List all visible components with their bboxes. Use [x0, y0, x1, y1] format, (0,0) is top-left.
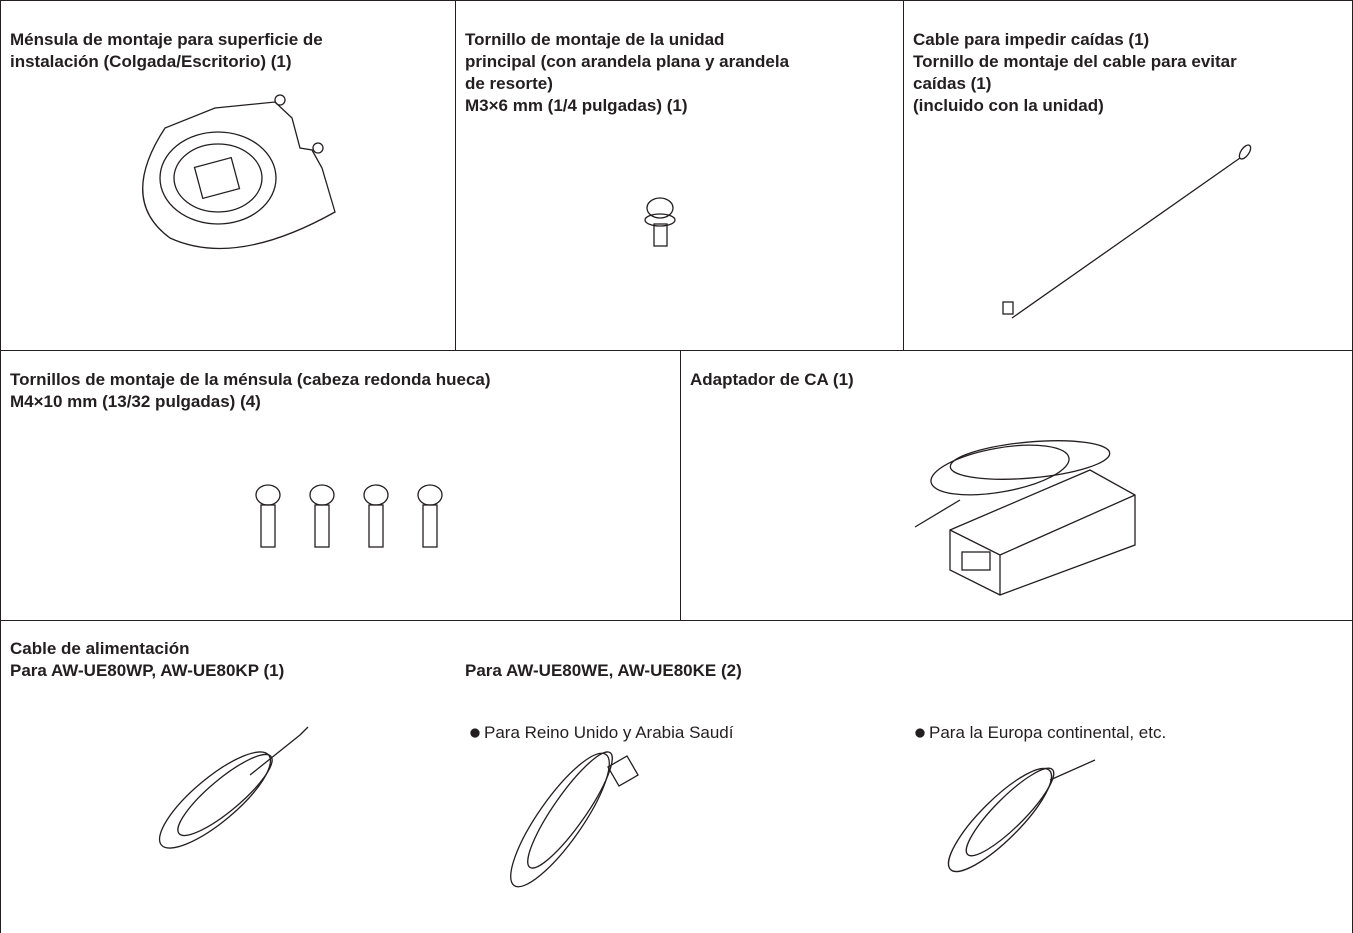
screw-shank [653, 223, 668, 247]
adapter-edge [949, 494, 1136, 595]
screw-illustration [644, 197, 676, 247]
bullet [915, 728, 925, 738]
option-label: Para Reino Unido y Arabia Saudí [484, 723, 734, 742]
bracket-screws-illustration [255, 484, 443, 548]
cord-loop [949, 440, 1111, 480]
adapter-body [949, 469, 1136, 596]
cell-heading: Tornillos de montaje de la ménsula (cabe… [10, 370, 491, 389]
cell-heading: (incluido con la unidad) [913, 96, 1104, 115]
cell-heading: Para AW-UE80WP, AW-UE80KP (1) [10, 661, 285, 680]
cell-heading: Adaptador de CA (1) [690, 370, 854, 389]
cable-loop [1238, 144, 1252, 160]
cell-heading: Para AW-UE80WE, AW-UE80KE (2) [465, 661, 742, 680]
cable [1011, 157, 1241, 319]
cell-heading: Tornillo de montaje de la unidad [465, 30, 725, 49]
cell-heading: Cable para impedir caídas (1) [913, 30, 1150, 49]
bracket-ring [159, 131, 277, 225]
bracket-ring [173, 143, 263, 213]
power-cord-illustration [158, 726, 1096, 888]
cell-heading: principal (con arandela plana y arandela [465, 52, 790, 71]
cell-heading: caídas (1) [913, 74, 992, 93]
border [680, 350, 681, 620]
cell-heading: de resorte) [465, 74, 553, 93]
cell-heading: Tornillo de montaje del cable para evita… [913, 52, 1237, 71]
cord-loop [930, 444, 1070, 496]
cell-heading: Cable de alimentación [10, 639, 190, 658]
border [0, 0, 1353, 1]
cell-heading: M4×10 mm (13/32 pulgadas) (4) [10, 392, 261, 411]
border [0, 620, 1353, 621]
cell-heading: M3×6 mm (1/4 pulgadas) (1) [465, 96, 688, 115]
adapter-socket [961, 551, 991, 571]
border [0, 0, 1, 933]
border [0, 350, 1353, 351]
bracket-hole [312, 142, 324, 154]
cord-plug [914, 499, 961, 528]
cell-heading: Ménsula de montaje para superficie de [10, 30, 323, 49]
screw-head [646, 197, 674, 219]
cable-clip [1002, 301, 1014, 315]
ac-adapter-illustration [914, 440, 1136, 596]
bracket-center [193, 156, 241, 200]
option-label: Para la Europa continental, etc. [929, 723, 1167, 742]
border [903, 0, 904, 350]
safety-cable-illustration [1002, 144, 1252, 319]
border [455, 0, 456, 350]
cell-heading: instalación (Colgada/Escritorio) (1) [10, 52, 292, 71]
bracket-hole [274, 94, 286, 106]
bracket-illustration [142, 94, 336, 250]
washer [644, 213, 676, 227]
bracket-plate [142, 101, 336, 250]
bullet [470, 728, 480, 738]
